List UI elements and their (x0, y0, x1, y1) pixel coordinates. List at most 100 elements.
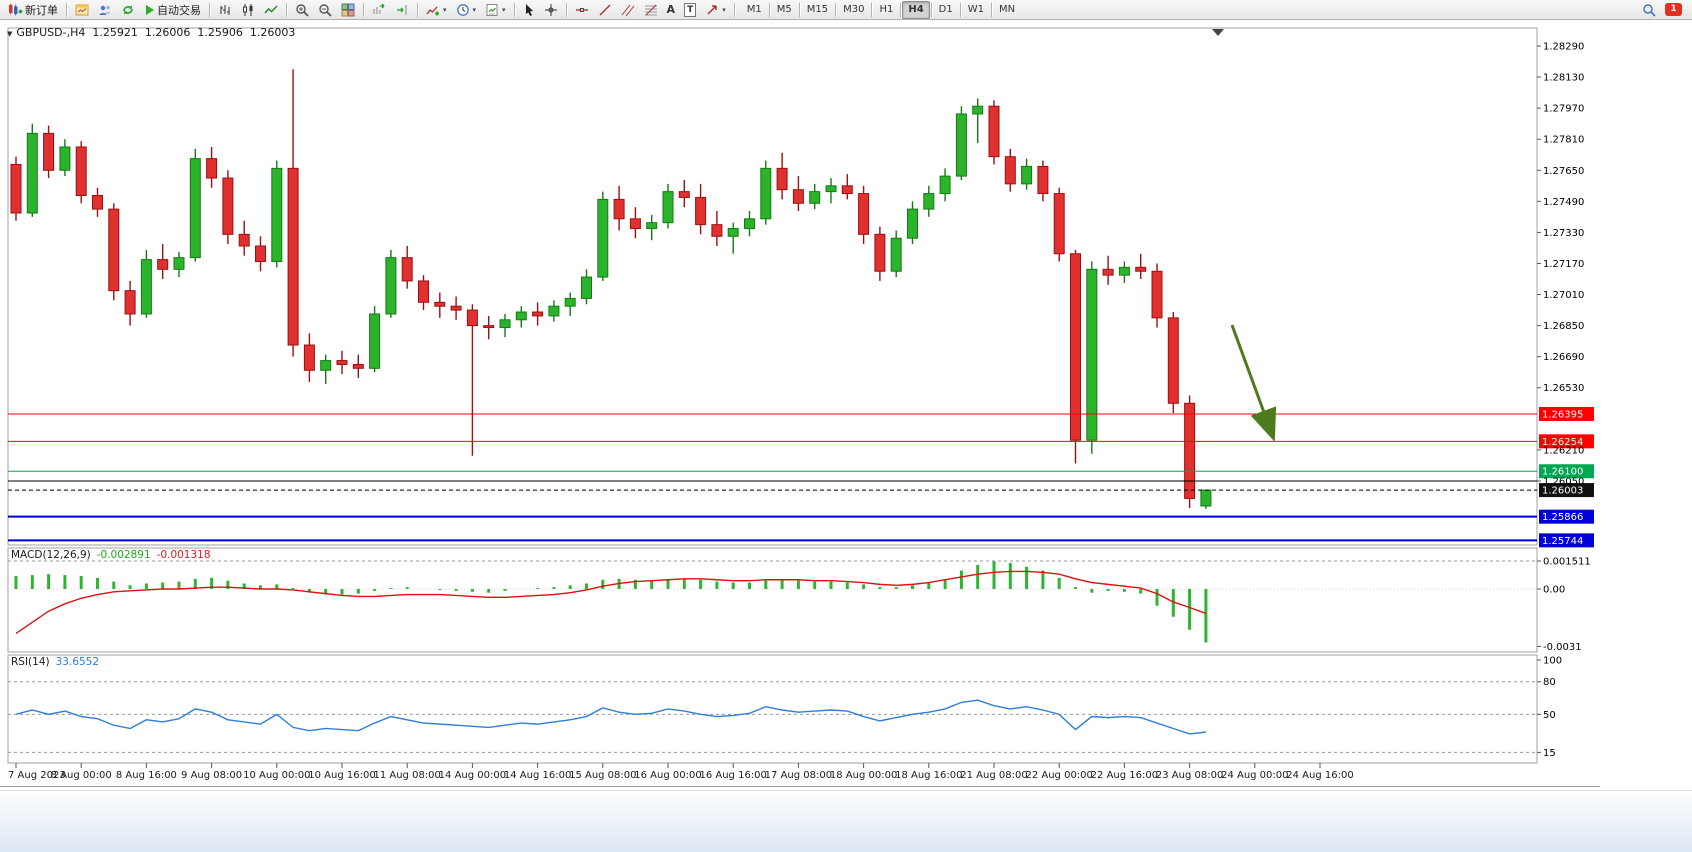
timeframe-separator (900, 2, 902, 17)
autotrading-button[interactable]: 自动交易 (140, 0, 205, 20)
bar-chart-button[interactable] (214, 0, 236, 20)
toolbar-separator (513, 2, 515, 17)
svg-text:9 Aug 08:00: 9 Aug 08:00 (181, 770, 242, 781)
arrows-icon (705, 3, 719, 17)
price-chart[interactable]: 1.26395 1.26254 1.26100 1.25866 1.25744 1.260… (0, 20, 1692, 790)
indicators-button[interactable]: ▾ (422, 0, 451, 20)
new-order-button[interactable]: 新订单 (4, 0, 62, 20)
text-button[interactable]: A (663, 0, 680, 20)
svg-text:8 Aug 16:00: 8 Aug 16:00 (116, 770, 177, 781)
timeframe-separator (835, 2, 837, 17)
timeframe-h4-button[interactable]: H4 (902, 0, 930, 19)
svg-text:1.25744: 1.25744 (1542, 536, 1583, 547)
cursor-button[interactable] (519, 0, 539, 20)
svg-text:14 Aug 16:00: 14 Aug 16:00 (504, 770, 571, 781)
svg-text:16 Aug 16:00: 16 Aug 16:00 (699, 770, 766, 781)
svg-text:80: 80 (1543, 677, 1556, 688)
toolbar-separator (286, 2, 287, 17)
svg-text:1.28130: 1.28130 (1543, 73, 1584, 84)
channel-button[interactable] (617, 0, 639, 20)
horizontal-lines-layer[interactable] (8, 413, 1537, 542)
zoom-in-button[interactable] (291, 0, 313, 20)
crosshair-button[interactable] (540, 0, 562, 20)
svg-text:1.26003: 1.26003 (1542, 486, 1583, 497)
horizontal-line-button[interactable] (571, 0, 593, 20)
channel-icon (621, 3, 635, 17)
candles-layer (10, 69, 1212, 509)
auto-scroll-icon (372, 3, 386, 17)
charts-grid-button[interactable] (71, 0, 93, 20)
search-button[interactable] (1638, 0, 1660, 20)
fibonacci-icon (644, 3, 658, 17)
svg-text:1.27330: 1.27330 (1543, 228, 1584, 239)
zoom-out-icon (318, 3, 332, 17)
candlestick-chart-button[interactable] (237, 0, 259, 20)
timeframe-d1-button[interactable]: D1 (938, 3, 953, 15)
templates-button[interactable]: ▾ (481, 0, 510, 20)
new-order-label: 新订单 (25, 3, 58, 17)
templates-icon (485, 3, 499, 17)
svg-text:15 Aug 08:00: 15 Aug 08:00 (569, 770, 636, 781)
crosshair-icon (544, 3, 558, 17)
toolbar-separator (66, 2, 67, 17)
svg-text:16 Aug 00:00: 16 Aug 00:00 (634, 770, 701, 781)
svg-text:1.27810: 1.27810 (1543, 135, 1584, 146)
svg-text:22 Aug 00:00: 22 Aug 00:00 (1025, 770, 1092, 781)
timeframe-separator (990, 2, 992, 17)
arrows-button[interactable]: ▾ (701, 0, 730, 20)
svg-text:1.27970: 1.27970 (1543, 104, 1584, 115)
rsi-panel-layer (8, 681, 1537, 753)
timeframe-m30-button[interactable]: M30 (843, 3, 865, 15)
svg-text:22 Aug 16:00: 22 Aug 16:00 (1091, 770, 1158, 781)
panel-frames-layer (0, 27, 1600, 787)
dropdown-caret-icon: ▾ (472, 5, 477, 14)
notification-badge[interactable]: 1 (1665, 3, 1682, 16)
toolbar-separator (363, 2, 364, 17)
svg-text:24 Aug 16:00: 24 Aug 16:00 (1286, 770, 1353, 781)
autotrading-play-icon (144, 4, 155, 16)
timeframe-w1-button[interactable]: W1 (967, 3, 984, 15)
svg-text:21 Aug 08:00: 21 Aug 08:00 (960, 770, 1027, 781)
timeframe-buttons: M1 M5 M15 M30 H1 H4 D1 W1 MN (741, 0, 1021, 19)
zoom-out-button[interactable] (314, 0, 336, 20)
chart-shift-button[interactable] (391, 0, 413, 20)
one-click-trading-collapse-icon[interactable]: ▼ (7, 30, 13, 38)
new-order-icon (8, 3, 23, 16)
dropdown-caret-icon: ▾ (502, 5, 506, 14)
profiles-button[interactable] (94, 0, 116, 20)
timeframe-m1-button[interactable]: M1 (746, 3, 762, 15)
text-icon: A (666, 2, 676, 16)
periods-button[interactable]: ▾ (452, 0, 481, 20)
dropdown-caret-icon: ▾ (443, 5, 447, 14)
svg-text:14 Aug 00:00: 14 Aug 00:00 (439, 770, 506, 781)
toolbar-separator (209, 2, 210, 17)
text-label-button[interactable]: T (680, 0, 700, 20)
svg-text:18 Aug 16:00: 18 Aug 16:00 (895, 770, 962, 781)
timeframe-separator (768, 2, 770, 17)
svg-text:1.26850: 1.26850 (1543, 321, 1584, 332)
svg-text:17 Aug 08:00: 17 Aug 08:00 (765, 770, 832, 781)
svg-text:1.26530: 1.26530 (1543, 383, 1584, 394)
auto-scroll-button[interactable] (368, 0, 390, 20)
svg-text:1.26690: 1.26690 (1543, 352, 1584, 363)
trendline-button[interactable] (594, 0, 616, 20)
svg-text:1.27170: 1.27170 (1543, 259, 1584, 270)
svg-text:1.27490: 1.27490 (1543, 197, 1584, 208)
line-chart-icon (264, 3, 278, 17)
fibonacci-button[interactable] (640, 0, 662, 20)
toolbar-separator (733, 2, 735, 17)
arrow-annotation-layer[interactable] (1230, 324, 1277, 442)
line-chart-button[interactable] (260, 0, 282, 20)
svg-text:15: 15 (1543, 748, 1556, 759)
data-refresh-button[interactable] (117, 0, 139, 20)
timeframe-h1-button[interactable]: H1 (879, 3, 894, 15)
toolbar-separator (565, 2, 567, 17)
timeframe-m15-button[interactable]: M15 (806, 3, 829, 15)
timeframe-mn-button[interactable]: MN (998, 3, 1016, 15)
svg-text:1.26210: 1.26210 (1543, 445, 1584, 456)
timeframe-m5-button[interactable]: M5 (776, 3, 792, 15)
svg-text:50: 50 (1543, 710, 1556, 721)
tile-windows-button[interactable] (337, 0, 359, 20)
search-icon (1642, 3, 1656, 17)
svg-text:10 Aug 00:00: 10 Aug 00:00 (243, 770, 310, 781)
